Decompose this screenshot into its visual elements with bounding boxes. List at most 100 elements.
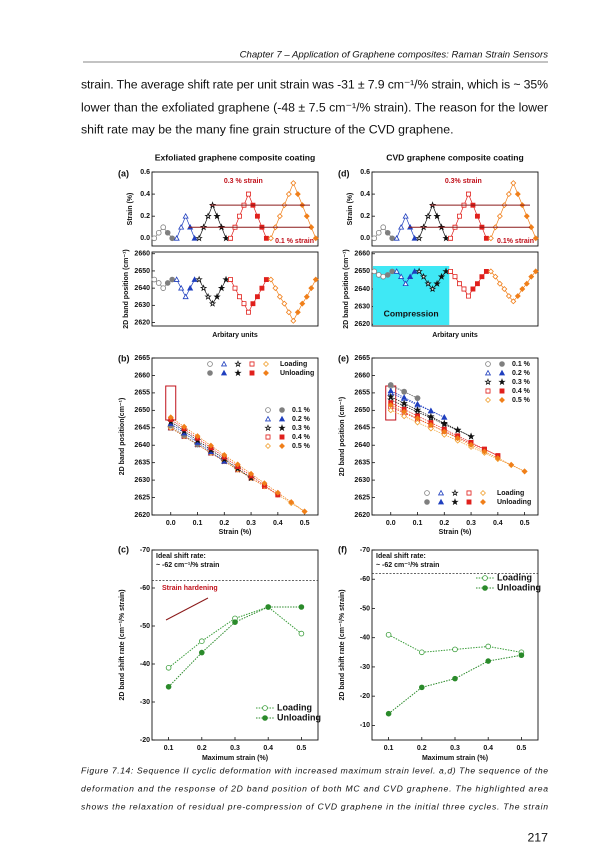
marker xyxy=(452,646,458,653)
series-line xyxy=(490,182,537,239)
marker xyxy=(167,414,174,421)
marker xyxy=(178,224,185,230)
marker xyxy=(521,468,528,475)
y-tick-label: -40 xyxy=(360,635,370,642)
y-tick-label: 2620 xyxy=(134,319,150,326)
y-tick-label: 2660 xyxy=(354,251,370,258)
marker xyxy=(442,234,450,242)
legend-label: 0.4 % xyxy=(292,434,311,441)
marker xyxy=(499,361,505,367)
y-tick-label: 2645 xyxy=(354,425,370,432)
marker xyxy=(262,715,268,721)
marker xyxy=(208,299,217,307)
marker xyxy=(160,285,167,291)
marker xyxy=(182,212,189,219)
marker xyxy=(485,643,492,650)
marker xyxy=(207,361,213,367)
marker xyxy=(454,426,462,433)
series-line xyxy=(168,606,302,669)
marker xyxy=(276,213,283,220)
marker xyxy=(467,432,475,440)
marker xyxy=(169,235,175,242)
marker xyxy=(169,276,175,283)
y-tick-label: 2660 xyxy=(354,372,370,379)
y-axis-label: 2D band position (cm⁻¹) xyxy=(123,249,130,329)
marker xyxy=(303,293,310,300)
marker xyxy=(479,274,485,280)
legend-label: Loading xyxy=(497,490,524,497)
annotation: 0.3% strain xyxy=(445,178,482,185)
marker xyxy=(181,423,188,430)
marker xyxy=(414,415,421,422)
series-line xyxy=(418,204,447,239)
marker xyxy=(441,431,448,438)
y-tick-label: 0.6 xyxy=(360,169,370,176)
marker xyxy=(274,489,281,496)
marker xyxy=(468,441,475,448)
marker xyxy=(441,414,448,420)
marker xyxy=(433,212,441,220)
marker xyxy=(437,498,445,505)
y-axis-label: 2D band position(cm⁻¹) xyxy=(119,398,126,476)
marker xyxy=(384,229,391,236)
marker xyxy=(424,279,432,287)
marker xyxy=(483,235,489,241)
legend-label: 0.5 % xyxy=(512,397,531,404)
legend-label: 0.1 % xyxy=(292,407,311,414)
marker xyxy=(499,388,505,394)
y-tick-label: 2635 xyxy=(134,460,150,467)
marker xyxy=(384,272,391,278)
panel-label: (a) xyxy=(118,168,129,178)
y-tick-label: -30 xyxy=(360,664,370,671)
marker xyxy=(263,361,269,367)
legend-label: Unloading xyxy=(497,582,541,592)
series-line xyxy=(270,182,317,239)
marker xyxy=(278,424,286,432)
series-line xyxy=(230,193,267,239)
marker xyxy=(246,191,251,197)
marker xyxy=(483,268,489,274)
marker xyxy=(407,273,414,279)
marker xyxy=(222,234,230,242)
y-tick-label: 2620 xyxy=(134,512,150,519)
plot-frame xyxy=(371,357,539,516)
marker xyxy=(288,499,295,506)
marker xyxy=(401,413,408,420)
marker xyxy=(380,273,387,280)
series-line xyxy=(490,271,537,302)
marker xyxy=(371,268,378,275)
highlight-label: Compression xyxy=(384,308,439,318)
marker xyxy=(393,268,400,274)
marker xyxy=(466,191,471,197)
y-tick-label: -60 xyxy=(140,585,150,592)
marker xyxy=(496,213,503,220)
marker xyxy=(398,273,405,279)
marker xyxy=(199,638,205,644)
marker xyxy=(480,499,486,505)
legend-label: Unloading xyxy=(277,712,321,722)
plot-frame xyxy=(371,171,539,247)
marker xyxy=(276,293,283,300)
marker xyxy=(220,369,228,376)
marker xyxy=(265,604,272,610)
y-tick-label: -20 xyxy=(140,737,150,744)
marker xyxy=(389,235,395,242)
x-axis-label: Arbitary units xyxy=(432,332,478,339)
marker xyxy=(279,443,285,449)
marker xyxy=(448,235,453,241)
y-axis-label: 2D band position (cm⁻¹) xyxy=(339,397,346,477)
marker xyxy=(237,213,242,219)
marker xyxy=(498,369,506,376)
series-line xyxy=(390,392,445,418)
x-tick-label: 0.5 xyxy=(520,520,530,527)
marker xyxy=(448,268,453,274)
x-tick-label: 0.3 xyxy=(450,745,460,752)
y-tick-label: 2640 xyxy=(134,285,150,292)
marker xyxy=(387,387,394,394)
marker xyxy=(221,452,228,458)
marker xyxy=(481,448,488,455)
marker xyxy=(419,272,428,280)
marker xyxy=(414,395,421,401)
annotation: ~ -62 cm⁻¹/% strain xyxy=(376,562,439,569)
marker xyxy=(485,658,492,664)
